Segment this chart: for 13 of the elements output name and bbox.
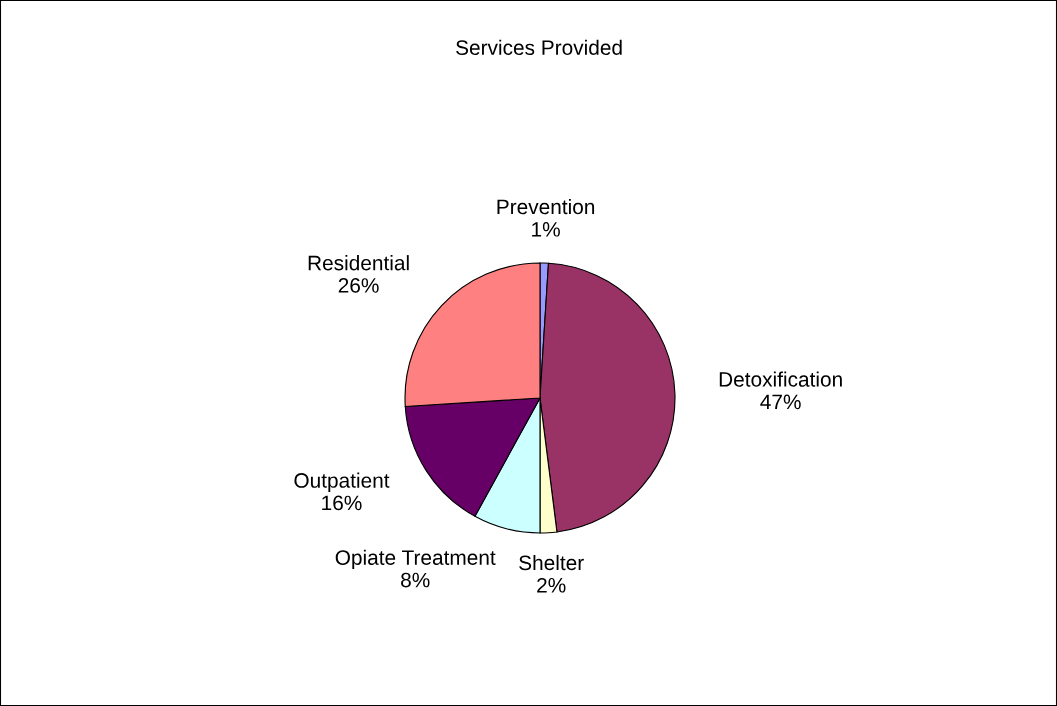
data-label: 16% [322, 495, 362, 511]
data-label: 47% [760, 394, 801, 410]
slice-label: Outpatient [294, 472, 390, 492]
data-label: 2% [537, 577, 566, 593]
data-label: 26% [338, 278, 379, 293]
data-label: 1% [532, 222, 560, 237]
data-label: 8% [401, 572, 430, 588]
slice-label: Prevention [497, 198, 595, 215]
slice-label: Residential [308, 255, 409, 271]
chart-title: Services Provided [456, 39, 622, 56]
slice-label: Opiate Treatment [335, 549, 496, 570]
slice-label: Detoxification [719, 371, 842, 387]
slice-label: Shelter [519, 554, 584, 571]
